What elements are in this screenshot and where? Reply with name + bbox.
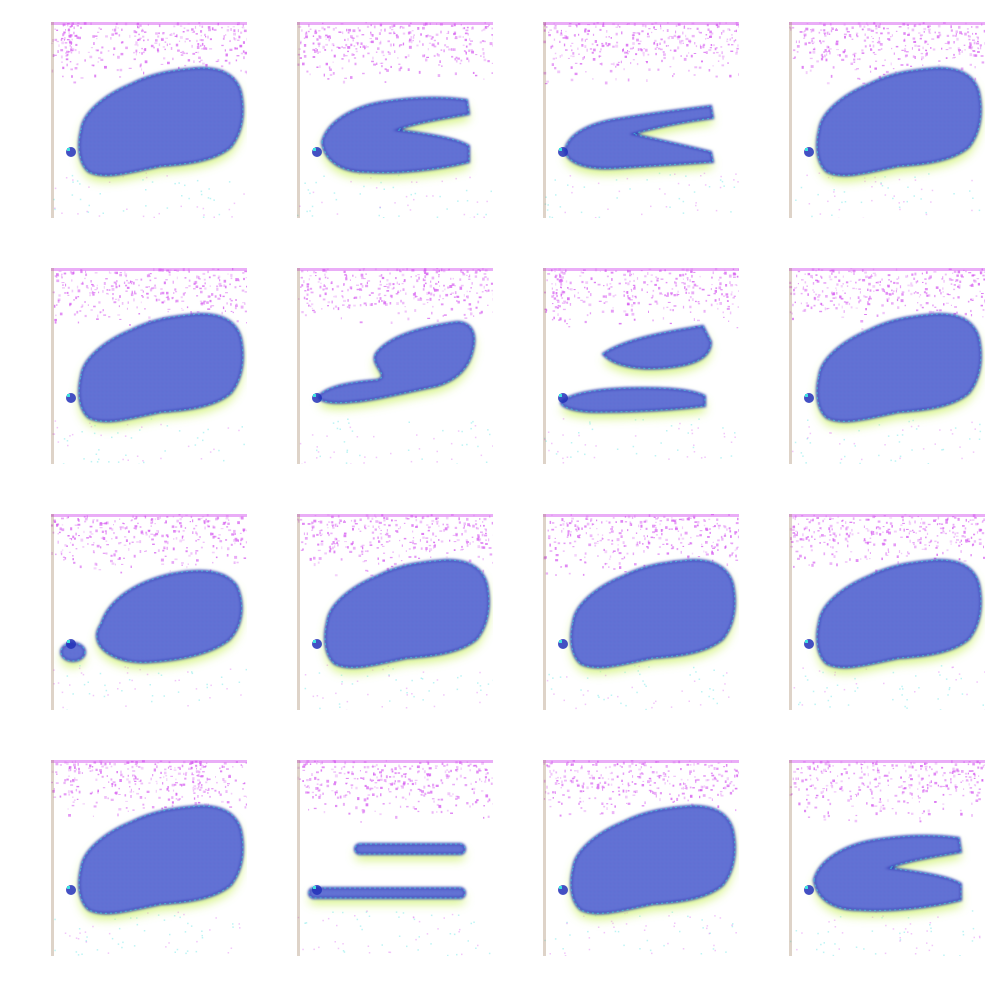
sample-image [543,268,739,464]
sample-tile [51,268,247,464]
sample-tile [543,760,739,956]
sample-image [543,22,739,218]
sample-tile [789,760,985,956]
sample-tile [543,268,739,464]
sample-tile [297,514,493,710]
sample-image [543,514,739,710]
sample-tile [543,22,739,218]
sample-image [789,760,985,956]
sample-image [789,268,985,464]
sample-tile [51,514,247,710]
sample-image [297,22,493,218]
sample-image [51,22,247,218]
sample-tile [51,22,247,218]
sample-tile [543,514,739,710]
sample-image [297,514,493,710]
sample-image [51,514,247,710]
sample-tile [297,268,493,464]
sample-image [51,268,247,464]
sample-tile [297,22,493,218]
sample-tile [789,22,985,218]
sample-tile [51,760,247,956]
sample-image [51,760,247,956]
sample-image [789,514,985,710]
sample-tile [789,268,985,464]
sample-image [297,268,493,464]
sample-image [543,760,739,956]
sample-tile [297,760,493,956]
sample-tile [789,514,985,710]
sample-image [789,22,985,218]
sample-image [297,760,493,956]
